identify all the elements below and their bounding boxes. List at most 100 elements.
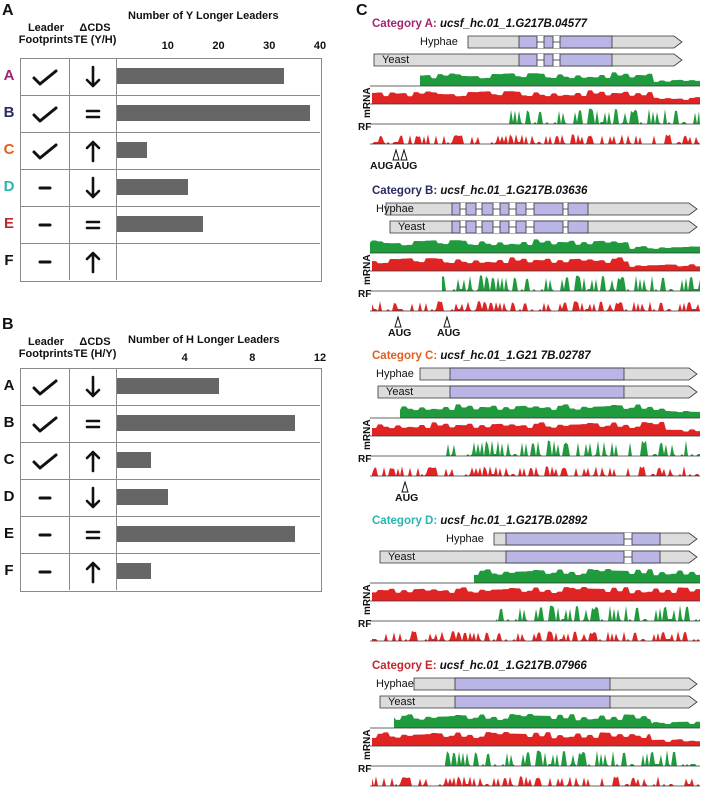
row-divider (20, 442, 320, 443)
row-divider (20, 516, 320, 517)
rf-coverage-hyphae (445, 750, 700, 766)
mrna-track-label: mRNA (362, 87, 373, 118)
exon (465, 202, 477, 216)
exon (543, 35, 554, 49)
bar (117, 378, 219, 394)
axis-tick-label: 8 (249, 352, 256, 364)
exon (481, 202, 494, 216)
mrna-track-label: mRNA (362, 254, 373, 285)
rf-coverage-hyphae (509, 108, 700, 124)
gene-id: ucsf_hc.01_1.G217B.04577 (439, 18, 587, 30)
bar (117, 563, 151, 579)
check-icon (32, 106, 58, 123)
yeast-label: Yeast (388, 696, 416, 708)
gene-track-figure (370, 367, 700, 493)
row-label: E (3, 215, 14, 232)
bar (117, 452, 151, 468)
rf-track-label: RF (358, 619, 372, 630)
mrna-coverage-yeast (372, 257, 700, 271)
mrna-coverage-hyphae (370, 239, 700, 253)
rf-coverage-yeast (372, 776, 700, 786)
bar (117, 142, 148, 158)
exon (533, 220, 564, 234)
mrna-coverage-yeast (372, 422, 700, 436)
gene-track-figure (370, 202, 700, 328)
aug-marker (400, 148, 408, 161)
axis-tick-label: 4 (181, 352, 188, 364)
exon (449, 367, 625, 381)
hyphae-label: Hyphae (446, 533, 484, 545)
axis-tick-label: 10 (161, 40, 174, 52)
arrow-down-icon (85, 65, 101, 88)
arrow-down-icon (85, 375, 101, 398)
rf-coverage-hyphae (440, 440, 700, 456)
gene-track-figure (370, 677, 700, 787)
aug-label: AUG (437, 327, 461, 339)
aug-label: AUG (395, 492, 419, 504)
bar (117, 105, 310, 121)
category-prefix: Category D: (372, 515, 441, 527)
exon (543, 53, 554, 67)
category-prefix: Category A: (372, 18, 440, 30)
exon (567, 220, 589, 234)
check-icon (32, 69, 58, 86)
row-label: A (3, 67, 15, 84)
rf-coverage-hyphae (442, 275, 700, 291)
gene-id: ucsf_hc.01_1.G217B.02892 (440, 515, 588, 527)
hyphae-label: Hyphae (420, 36, 458, 48)
exon (518, 35, 538, 49)
aug-label: AUG (370, 160, 394, 172)
dash-icon (38, 260, 52, 264)
arrow-down-icon (85, 176, 101, 199)
equal-icon (85, 109, 101, 119)
rf-track-label: RF (358, 122, 372, 133)
row-label: B (3, 414, 15, 431)
row-label: C (3, 451, 15, 468)
panel-b-letter: B (2, 316, 14, 333)
aug-label: AUG (394, 160, 418, 172)
gene-track-figure (370, 35, 700, 161)
row-divider (20, 206, 320, 207)
bar (117, 68, 285, 84)
mrna-coverage-yeast (372, 587, 700, 601)
mrna-coverage-hyphae (420, 72, 700, 86)
category-prefix: Category C: (372, 350, 441, 362)
check-icon (32, 453, 58, 470)
rf-coverage-yeast (372, 301, 700, 311)
dash-icon (38, 496, 52, 500)
exon (505, 532, 625, 546)
panel-a-te-header: ΔCDS TE (Y/H) (73, 22, 117, 46)
yeast-label: Yeast (386, 386, 414, 398)
aug-label: AUG (388, 327, 412, 339)
check-icon (32, 143, 58, 160)
axis-tick-label: 12 (313, 352, 327, 364)
rf-coverage-yeast (372, 134, 700, 144)
row-label: E (3, 525, 14, 542)
exon (515, 220, 527, 234)
exon (631, 550, 661, 564)
dash-icon (38, 186, 52, 190)
category-title: Category B: ucsf_hc.01_1.G217B.03636 (372, 185, 587, 197)
dash-icon (38, 223, 52, 227)
category-title: Category A: ucsf_hc.01_1.G217B.04577 (372, 18, 587, 30)
axis-tick-label: 20 (212, 40, 225, 52)
exon (454, 695, 611, 709)
mrna-coverage-hyphae (474, 569, 700, 583)
category-title: Category D: ucsf_hc.01_1.G217B.02892 (372, 515, 587, 527)
exon (515, 202, 527, 216)
arrow-up-icon (85, 140, 101, 163)
row-label: A (3, 377, 15, 394)
exon (518, 53, 538, 67)
mrna-track-label: mRNA (362, 729, 373, 760)
row-label: C (3, 141, 15, 158)
exon (631, 532, 661, 546)
exon (505, 550, 625, 564)
arrow-up-icon (85, 450, 101, 473)
panel-c-letter: C (356, 2, 368, 19)
gene-id: ucsf_hc.01_1.G217B.07966 (439, 660, 587, 672)
row-label: D (3, 488, 15, 505)
axis-tick-label: 40 (313, 40, 327, 52)
gene-track-figure (370, 532, 700, 642)
exon (454, 677, 611, 691)
check-icon (32, 416, 58, 433)
